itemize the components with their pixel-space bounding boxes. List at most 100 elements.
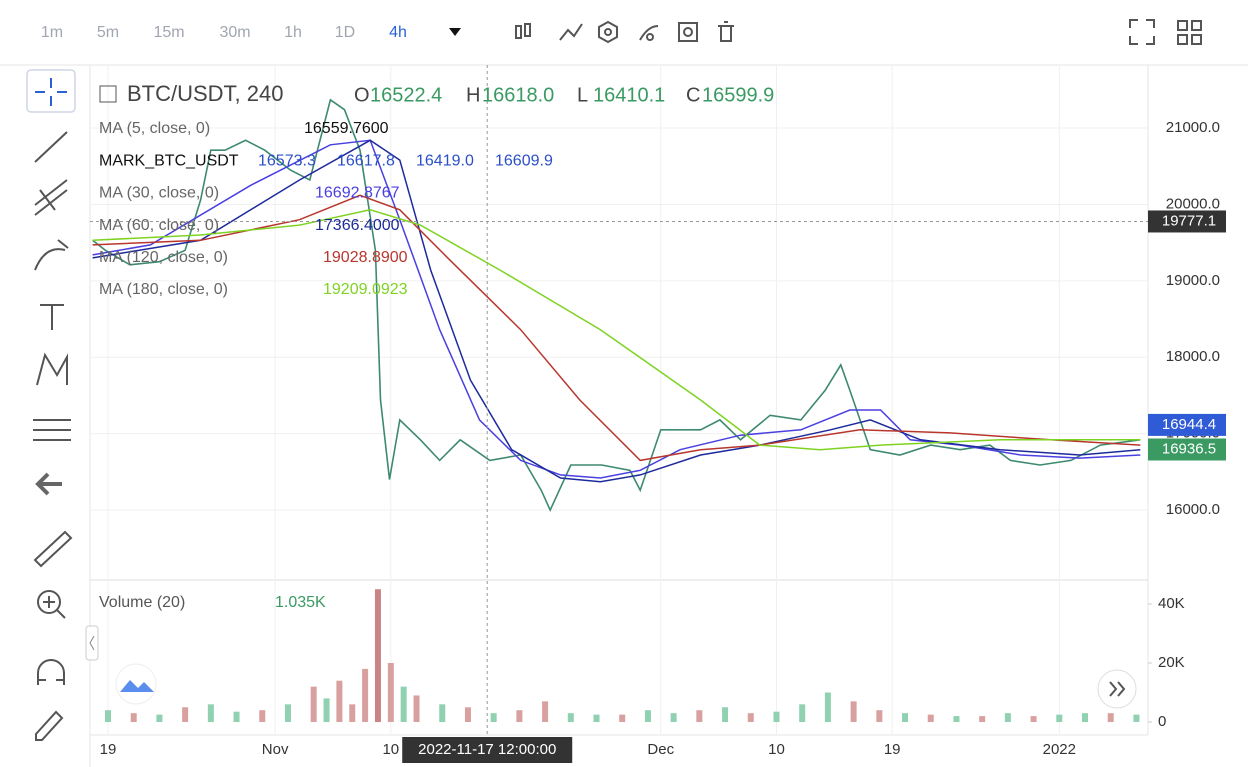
- ohlc-key: L: [577, 84, 588, 106]
- volume-bar: [259, 710, 266, 723]
- volume-value: 1.035K: [275, 594, 326, 611]
- volume-bar: [567, 713, 574, 723]
- volume-bar: [927, 714, 934, 723]
- interval-button[interactable]: 5m: [97, 24, 119, 41]
- left-toolbar[interactable]: [26, 69, 76, 741]
- volume-bar: [1056, 714, 1063, 723]
- ohlc-value: 16410.1: [593, 84, 665, 106]
- volume-bar: [464, 707, 471, 723]
- indicator-value: 16559.7600: [304, 120, 389, 137]
- indicator-value: 16692.8767: [315, 185, 400, 202]
- indicator-value: 19209.0923: [323, 281, 408, 298]
- price-line: [92, 209, 1141, 451]
- volume-bar: [1082, 713, 1089, 723]
- volume-bar: [284, 704, 291, 723]
- volume-bar: [156, 714, 163, 723]
- volume-bar: [400, 686, 407, 723]
- volume-bar: [413, 695, 420, 723]
- indicator-value: 19028.8900: [323, 249, 408, 266]
- indicator-value: 16573.3: [258, 152, 316, 169]
- price-tag: [1148, 413, 1226, 436]
- time-tick-label: 2022: [1043, 741, 1076, 758]
- volume-bar: [233, 711, 240, 723]
- volume-bar: [619, 714, 626, 723]
- volume-bar: [349, 704, 356, 723]
- volume-tick-label: 40K: [1158, 595, 1185, 612]
- interval-button[interactable]: 1h: [284, 24, 302, 41]
- ohlc-key: C: [686, 84, 700, 106]
- volume-bar: [310, 686, 317, 723]
- indicator-name: MA (60, close, 0): [99, 217, 219, 234]
- price-tick-label: 19000.0: [1166, 272, 1220, 289]
- interval-button[interactable]: 30m: [219, 24, 250, 41]
- crosshair-time-tag: [402, 737, 573, 763]
- volume-bar: [362, 668, 369, 723]
- ohlc-value: 16618.0: [482, 84, 554, 106]
- price-line: [92, 194, 1141, 462]
- volume-bar: [516, 710, 523, 723]
- volume-bar: [979, 716, 986, 723]
- price-line: [92, 139, 1141, 479]
- symbol-label: BTC/USDT, 240: [127, 81, 284, 106]
- volume-bar: [876, 710, 883, 723]
- volume-bar: [387, 663, 394, 723]
- volume-bar: [670, 713, 677, 723]
- volume-bar: [439, 704, 446, 723]
- volume-name: Volume (20): [99, 594, 185, 611]
- volume-bar: [130, 713, 137, 723]
- time-tick-label: Nov: [262, 741, 289, 758]
- indicator-name: MA (5, close, 0): [99, 120, 210, 137]
- indicator-name: MARK_BTC_USDT: [99, 152, 239, 169]
- volume-bar: [490, 713, 497, 723]
- price-tag-label: 16944.4: [1162, 416, 1216, 433]
- ohlc-key: O: [354, 84, 370, 106]
- volume-bar: [850, 701, 857, 723]
- volume-bar: [542, 701, 549, 723]
- top-icons[interactable]: [449, 19, 1202, 45]
- volume-bar: [207, 704, 214, 723]
- volume-bar: [336, 680, 343, 723]
- volume-bar: [696, 710, 703, 723]
- interval-button[interactable]: 1D: [335, 24, 355, 41]
- volume-bar: [1107, 713, 1114, 723]
- price-tag-label: 16936.5: [1162, 440, 1216, 457]
- volume-bar: [1004, 713, 1011, 723]
- indicator-name: MA (180, close, 0): [99, 281, 228, 298]
- time-tick-label: 10: [382, 741, 399, 758]
- volume-bar: [953, 716, 960, 723]
- volume-bar: [374, 589, 381, 723]
- legend-toggle[interactable]: [99, 85, 117, 103]
- volume-bar: [644, 710, 651, 723]
- indicator-value: 16617.8: [337, 152, 395, 169]
- indicator-value: 17366.4000: [315, 217, 400, 234]
- price-line: [92, 98, 1141, 513]
- crosshair-price-tag: [1148, 210, 1226, 233]
- indicator-name: MA (120, close, 0): [99, 249, 228, 266]
- indicator-value: 16419.0: [416, 152, 474, 169]
- crosshair-price-label: 19777.1: [1162, 212, 1216, 229]
- time-tick-label: 19: [100, 741, 117, 758]
- interval-button[interactable]: 15m: [153, 24, 184, 41]
- time-tick-label: 19: [884, 741, 901, 758]
- frame: [0, 64, 1248, 767]
- volume-tick-label: 0: [1158, 713, 1166, 730]
- indicator-name: MA (30, close, 0): [99, 185, 219, 202]
- interval-button[interactable]: 1m: [41, 24, 63, 41]
- ohlc-key: H: [466, 84, 480, 106]
- indicator-value: 16609.9: [495, 152, 553, 169]
- volume-tick-label: 20K: [1158, 654, 1185, 671]
- price-line: [92, 139, 1141, 483]
- volume-bar: [182, 707, 189, 723]
- price-pane: [92, 98, 1141, 513]
- ohlc-value: 16522.4: [370, 84, 442, 106]
- volume-bar: [593, 714, 600, 723]
- volume-bar: [747, 713, 754, 723]
- volume-bar: [1030, 716, 1037, 723]
- volume-bar: [104, 710, 111, 723]
- volume-bar: [323, 698, 330, 723]
- pane-controls[interactable]: [85, 625, 1137, 709]
- price-tick-label: 16000.0: [1166, 501, 1220, 518]
- price-tick-label: 21000.0: [1166, 119, 1220, 136]
- interval-button[interactable]: 4h: [389, 24, 407, 41]
- crosshair-time-label: 2022-11-17 12:00:00: [418, 741, 556, 758]
